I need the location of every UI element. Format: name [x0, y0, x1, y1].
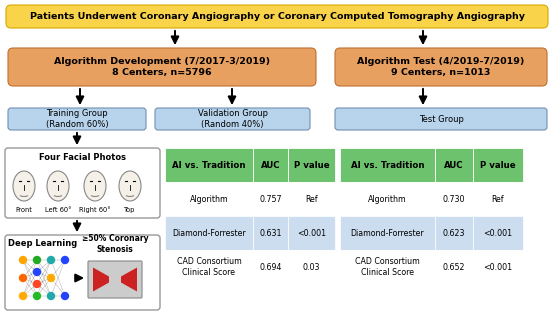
Bar [340, 216, 435, 250]
FancyBboxPatch shape [335, 48, 547, 86]
Text: Front: Front [16, 207, 33, 213]
Text: 0.03: 0.03 [302, 262, 320, 271]
Bar [165, 250, 253, 284]
Bar [253, 216, 288, 250]
Text: ≥50% Coronary
Stenosis: ≥50% Coronary Stenosis [81, 234, 148, 254]
Bar [165, 148, 253, 182]
Bar [288, 182, 335, 216]
FancyBboxPatch shape [155, 108, 310, 130]
Text: Diamond-Forrester: Diamond-Forrester [351, 228, 424, 238]
Bar [288, 148, 335, 182]
Polygon shape [121, 267, 137, 292]
Bar [253, 182, 288, 216]
FancyBboxPatch shape [5, 148, 160, 218]
Text: 0.652: 0.652 [443, 262, 465, 271]
Text: Patients Underwent Coronary Angiography or Coronary Computed Tomography Angiogra: Patients Underwent Coronary Angiography … [29, 12, 525, 21]
Text: CAD Consortium
Clinical Score: CAD Consortium Clinical Score [177, 257, 242, 277]
Bar [435, 148, 473, 182]
Text: 0.730: 0.730 [443, 195, 465, 204]
Text: Training Group
(Random 60%): Training Group (Random 60%) [45, 109, 109, 129]
Bar [473, 148, 523, 182]
Text: Top: Top [124, 207, 136, 213]
Bar [288, 250, 335, 284]
Circle shape [48, 257, 54, 263]
Text: P value: P value [294, 161, 329, 169]
Text: Right 60°: Right 60° [79, 207, 111, 213]
Circle shape [48, 274, 54, 281]
Bar [340, 182, 435, 216]
Text: AI vs. Tradition: AI vs. Tradition [351, 161, 424, 169]
Bar [435, 216, 473, 250]
Text: Algorithm Test (4/2019-7/2019)
9 Centers, n=1013: Algorithm Test (4/2019-7/2019) 9 Centers… [357, 57, 525, 77]
Text: 0.631: 0.631 [259, 228, 282, 238]
Circle shape [61, 257, 69, 263]
FancyBboxPatch shape [8, 48, 316, 86]
Bar [473, 216, 523, 250]
Text: Diamond-Forrester: Diamond-Forrester [172, 228, 246, 238]
FancyBboxPatch shape [88, 261, 142, 298]
Text: Test Group: Test Group [419, 115, 464, 123]
Circle shape [19, 274, 27, 281]
Text: Left 60°: Left 60° [45, 207, 71, 213]
Text: <0.001: <0.001 [484, 262, 512, 271]
Circle shape [33, 268, 40, 275]
Bar [435, 250, 473, 284]
FancyBboxPatch shape [5, 235, 160, 310]
Text: CAD Consortium
Clinical Score: CAD Consortium Clinical Score [355, 257, 420, 277]
Text: AUC: AUC [444, 161, 464, 169]
Bar [435, 182, 473, 216]
Polygon shape [93, 267, 109, 292]
Circle shape [33, 280, 40, 288]
Circle shape [19, 293, 27, 300]
Text: <0.001: <0.001 [297, 228, 326, 238]
Bar [165, 216, 253, 250]
Text: Algorithm Development (7/2017-3/2019)
8 Centers, n=5796: Algorithm Development (7/2017-3/2019) 8 … [54, 57, 270, 77]
Ellipse shape [84, 171, 106, 201]
Ellipse shape [47, 171, 69, 201]
Circle shape [33, 257, 40, 263]
Bar [340, 250, 435, 284]
Text: Ref: Ref [492, 195, 504, 204]
FancyBboxPatch shape [6, 5, 548, 28]
Circle shape [48, 293, 54, 300]
Text: Algorithm: Algorithm [189, 195, 228, 204]
Ellipse shape [119, 171, 141, 201]
Text: <0.001: <0.001 [484, 228, 512, 238]
FancyBboxPatch shape [335, 108, 547, 130]
Circle shape [61, 293, 69, 300]
Bar [473, 250, 523, 284]
Bar [165, 182, 253, 216]
Text: Ref: Ref [305, 195, 318, 204]
Text: AUC: AUC [261, 161, 280, 169]
Text: 0.694: 0.694 [259, 262, 281, 271]
Circle shape [33, 293, 40, 300]
FancyBboxPatch shape [8, 108, 146, 130]
Ellipse shape [13, 171, 35, 201]
Bar [473, 182, 523, 216]
Text: AI vs. Tradition: AI vs. Tradition [172, 161, 246, 169]
Bar [340, 148, 435, 182]
Bar [253, 148, 288, 182]
Text: Algorithm: Algorithm [368, 195, 407, 204]
Text: P value: P value [480, 161, 516, 169]
Text: Four Facial Photos: Four Facial Photos [39, 153, 126, 162]
Text: 0.623: 0.623 [443, 228, 465, 238]
Text: Deep Learning: Deep Learning [8, 240, 78, 249]
Text: 0.757: 0.757 [259, 195, 282, 204]
Text: Validation Group
(Random 40%): Validation Group (Random 40%) [197, 109, 268, 129]
Bar [288, 216, 335, 250]
Bar [253, 250, 288, 284]
Circle shape [19, 257, 27, 263]
